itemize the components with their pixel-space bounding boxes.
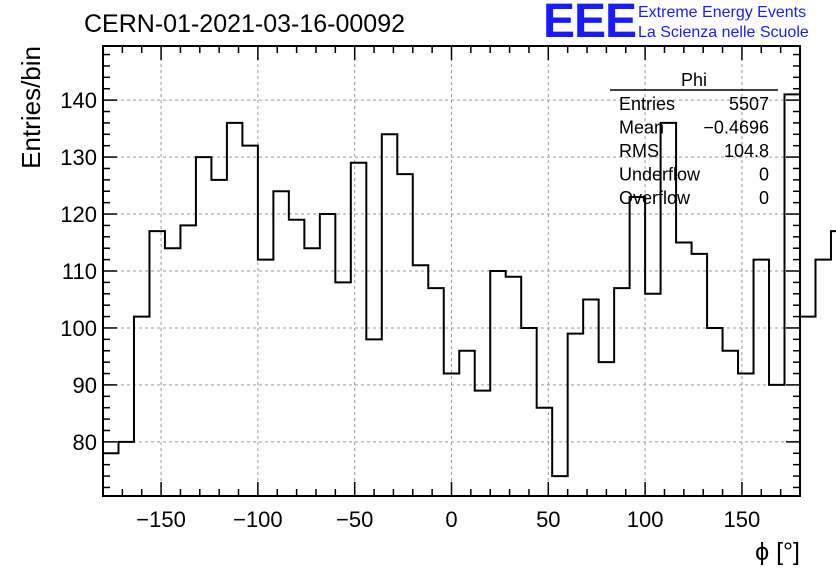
x-tick-label: −100 (233, 507, 283, 532)
x-tick-label: 100 (627, 507, 664, 532)
axis-ticks (103, 46, 800, 496)
y-tick-label: 130 (60, 145, 97, 170)
x-tick-label: −150 (136, 507, 186, 532)
tick-labels: −150 −100 −50 0 50 100 150 80 90 100 110 120 130 140 (60, 88, 760, 532)
y-tick-label: 120 (60, 202, 97, 227)
stats-label: Overflow (619, 188, 691, 208)
stats-label: RMS (619, 141, 659, 161)
y-axis-label: Entries/bin (16, 46, 46, 169)
x-axis-label: ϕ [°] (755, 538, 800, 566)
y-tick-label: 80 (73, 430, 97, 455)
chart-title: CERN-01-2021-03-16-00092 (84, 10, 406, 38)
logo-subtitle-2: La Scienza nelle Scuole (638, 24, 809, 41)
stats-value: 5507 (729, 94, 769, 114)
stats-box: Phi Entries 5507 Mean −0.4696 RMS 104.8 Underfl… (610, 70, 778, 208)
y-tick-label: 90 (73, 373, 97, 398)
stats-label: Entries (619, 94, 675, 114)
y-tick-label: 100 (60, 316, 97, 341)
histogram-outline (103, 93, 836, 478)
stats-label: Underflow (619, 165, 701, 185)
stats-value: 0 (759, 188, 769, 208)
stats-value: 104.8 (724, 141, 769, 161)
x-tick-label: 50 (536, 507, 560, 532)
stats-title: Phi (681, 70, 707, 90)
x-tick-label: 0 (445, 507, 457, 532)
stats-label: Mean (619, 118, 664, 138)
stats-value: −0.4696 (703, 118, 769, 138)
x-tick-label: 150 (724, 507, 761, 532)
eee-logo: EEE (543, 0, 637, 48)
logo-subtitle-1: Extreme Energy Events (638, 4, 807, 21)
grid (103, 46, 800, 496)
stats-value: 0 (759, 165, 769, 185)
y-tick-label: 110 (62, 259, 97, 284)
y-tick-label: 140 (60, 88, 97, 113)
x-tick-label: −50 (336, 507, 373, 532)
